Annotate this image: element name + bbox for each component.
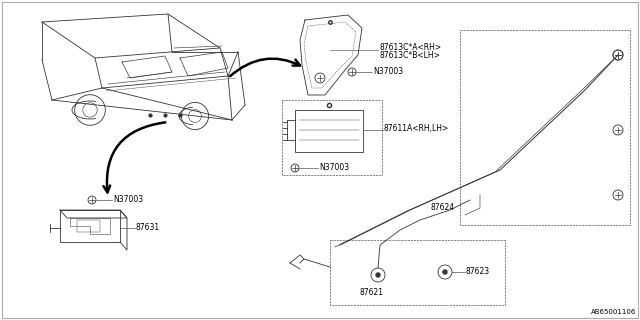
Bar: [460, 30, 630, 225]
Text: N37003: N37003: [373, 67, 403, 76]
Bar: [282, 100, 382, 175]
Text: 87624: 87624: [431, 204, 455, 212]
Text: 87613C*A<RH>: 87613C*A<RH>: [379, 43, 441, 52]
Text: 87621: 87621: [360, 288, 384, 297]
Circle shape: [442, 269, 447, 275]
Bar: [330, 240, 505, 305]
Text: 87613C*B<LH>: 87613C*B<LH>: [379, 52, 440, 60]
Text: N37003: N37003: [319, 163, 349, 172]
Text: 87611A<RH,LH>: 87611A<RH,LH>: [384, 124, 449, 133]
Text: 87631: 87631: [136, 222, 160, 231]
Text: 87623: 87623: [466, 267, 490, 276]
Bar: [295, 110, 363, 152]
Text: AB65001106: AB65001106: [591, 309, 636, 315]
Text: N37003: N37003: [113, 195, 143, 204]
Circle shape: [376, 273, 380, 277]
